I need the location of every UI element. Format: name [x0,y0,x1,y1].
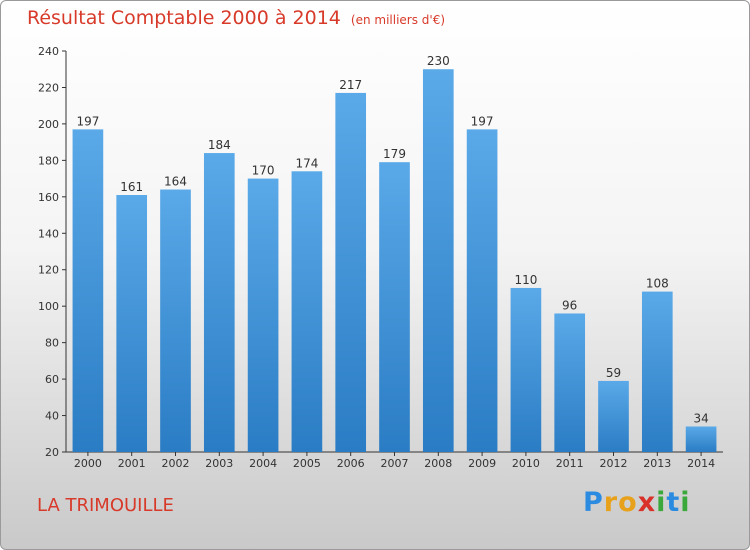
x-tick-label: 2013 [643,457,671,470]
y-tick-label: 200 [38,118,59,131]
x-tick-label: 2000 [74,457,102,470]
bar [379,162,410,452]
x-tick-label: 2006 [337,457,365,470]
y-tick-label: 40 [45,410,59,423]
x-tick-label: 2004 [249,457,277,470]
logo-letter: x [637,487,657,518]
logo-letter: i [680,487,691,518]
y-tick-label: 80 [45,337,59,350]
bar [335,92,367,452]
x-tick-label: 2014 [687,457,715,470]
bar [422,69,454,453]
x-tick-label: 2002 [162,457,190,470]
y-tick-label: 60 [45,373,59,386]
bar [116,194,148,452]
logo-letter: i [656,487,667,518]
chart-subtitle: (en milliers d'€) [350,13,446,27]
logo-letter: P [583,487,604,518]
x-tick-label: 2012 [600,457,628,470]
bar [247,178,279,452]
x-tick-label: 2003 [205,457,233,470]
data-label: 174 [295,156,318,170]
data-label: 179 [383,147,406,161]
y-tick-label: 160 [38,191,59,204]
data-label: 59 [606,366,621,380]
x-tick-label: 2008 [424,457,452,470]
bar [685,426,717,452]
y-tick-label: 20 [45,446,59,459]
bar [160,189,191,452]
location-label: LA TRIMOUILLE [37,495,174,516]
data-label: 230 [427,54,450,68]
x-tick-label: 2001 [118,457,146,470]
y-tick-label: 240 [38,45,59,58]
x-tick-label: 2007 [381,457,409,470]
logo-letter: r [603,487,619,518]
chart-title: Résultat Comptable 2000 à 2014 (en millie… [27,7,445,29]
bar [203,153,235,452]
bar [554,313,586,452]
x-tick-label: 2010 [512,457,540,470]
y-tick-label: 140 [38,227,59,240]
bar [598,380,629,452]
proxiti-logo: Proxiti [583,487,691,518]
data-label: 197 [76,114,99,128]
logo-letter: o [618,487,638,518]
data-label: 217 [339,78,362,92]
bar [641,291,673,452]
data-label: 34 [693,411,708,425]
data-label: 184 [208,138,231,152]
x-tick-label: 2011 [556,457,584,470]
data-label: 164 [164,175,187,189]
y-tick-label: 220 [38,81,59,94]
bar [510,287,542,452]
y-tick-label: 100 [38,300,59,313]
bar [291,171,323,453]
logo-letter: t [666,487,681,518]
chart-title-main: Résultat Comptable 2000 à 2014 [27,7,341,29]
x-tick-label: 2009 [468,457,496,470]
data-label: 170 [252,164,275,178]
bar [72,129,104,453]
y-tick-label: 180 [38,154,59,167]
data-label: 161 [120,180,143,194]
data-label: 108 [646,277,669,291]
data-label: 96 [562,298,577,312]
y-tick-label: 120 [38,264,59,277]
data-label: 110 [514,273,537,287]
bar [466,129,498,453]
x-tick-label: 2005 [293,457,321,470]
data-label: 197 [471,114,494,128]
